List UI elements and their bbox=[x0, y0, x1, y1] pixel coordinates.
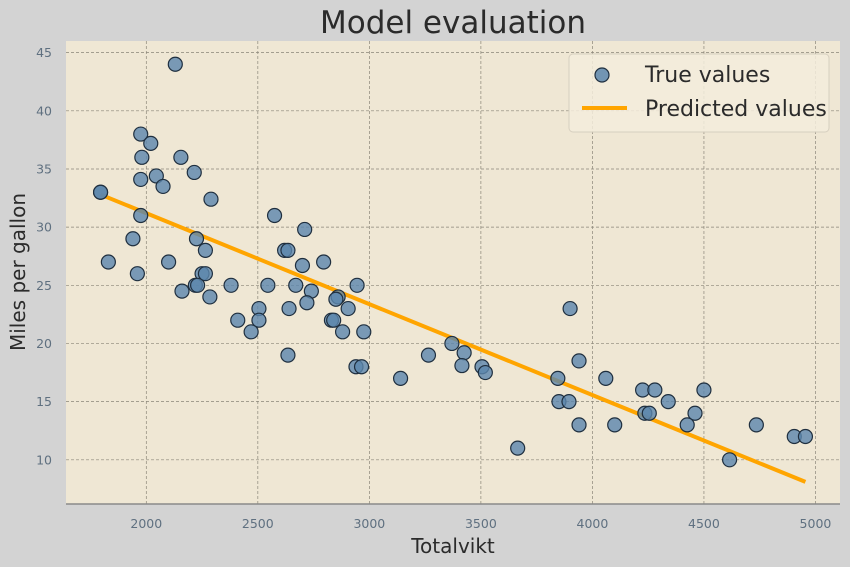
true-value-point bbox=[607, 417, 623, 433]
true-value-point bbox=[155, 178, 171, 195]
x-tick-label: 2000 bbox=[130, 516, 162, 531]
true-value-point bbox=[133, 126, 149, 142]
grid bbox=[66, 41, 840, 504]
true-value-point bbox=[797, 428, 814, 445]
true-value-point bbox=[243, 324, 259, 340]
x-tick-label: 4500 bbox=[688, 516, 720, 531]
true-value-point bbox=[316, 254, 332, 270]
true-value-point bbox=[561, 394, 577, 410]
true-value-point bbox=[280, 347, 296, 363]
true-value-point bbox=[679, 417, 695, 433]
true-value-point bbox=[297, 221, 313, 238]
x-axis-label: Totalvikt bbox=[410, 534, 495, 558]
y-axis-label: Miles per gallon bbox=[6, 193, 30, 351]
true-value-point bbox=[266, 207, 283, 224]
true-value-point bbox=[203, 191, 219, 207]
true-value-point bbox=[280, 242, 296, 258]
true-value-point bbox=[299, 295, 315, 311]
y-tick-label: 45 bbox=[36, 45, 52, 60]
y-tick-label: 10 bbox=[36, 452, 52, 467]
true-value-point bbox=[186, 164, 202, 181]
x-tick-label: 3000 bbox=[353, 516, 385, 531]
true-value-point bbox=[197, 266, 214, 282]
x-tick-label: 2500 bbox=[242, 516, 274, 531]
true-value-point bbox=[134, 149, 150, 165]
true-value-point bbox=[326, 312, 342, 328]
true-value-point bbox=[510, 440, 526, 456]
legend-box bbox=[568, 53, 830, 133]
true-value-point bbox=[281, 300, 297, 317]
true-value-point bbox=[392, 370, 409, 386]
y-tick-label: 15 bbox=[36, 394, 52, 409]
true-value-point bbox=[550, 370, 566, 386]
true-value-point bbox=[230, 312, 246, 328]
y-tick-label: 35 bbox=[36, 161, 52, 176]
chart-title: Model evaluation bbox=[320, 5, 586, 41]
true-value-point bbox=[641, 405, 657, 421]
true-value-point bbox=[340, 300, 356, 317]
true-value-point bbox=[129, 266, 145, 282]
true-value-point bbox=[456, 345, 472, 361]
true-value-point bbox=[328, 291, 344, 307]
x-tick-label: 5000 bbox=[800, 516, 832, 531]
true-value-point bbox=[334, 324, 351, 340]
true-value-point bbox=[288, 277, 304, 293]
true-value-point bbox=[353, 359, 370, 375]
true-value-point bbox=[454, 357, 470, 374]
y-tick-label: 40 bbox=[36, 103, 52, 118]
true-value-point bbox=[444, 335, 460, 352]
y-tick-label: 25 bbox=[36, 278, 52, 293]
x-tick-label: 3500 bbox=[465, 516, 497, 531]
true-value-point bbox=[260, 277, 276, 293]
true-value-point bbox=[143, 135, 159, 151]
legend-label-predicted-values: Predicted values bbox=[645, 97, 827, 122]
true-value-point bbox=[202, 289, 218, 305]
true-value-point bbox=[598, 370, 614, 386]
true-value-point bbox=[420, 347, 437, 363]
true-value-point bbox=[161, 254, 177, 270]
true-value-point bbox=[251, 312, 267, 328]
true-value-point bbox=[562, 300, 578, 317]
true-value-point bbox=[133, 207, 149, 224]
true-value-point bbox=[92, 184, 109, 200]
true-value-point bbox=[125, 231, 141, 247]
true-values-points bbox=[92, 56, 814, 468]
true-value-point bbox=[294, 257, 311, 274]
true-value-point bbox=[223, 277, 239, 293]
x-tick-labels: 2000 2500 3000 3500 4000 4500 5000 bbox=[130, 516, 831, 531]
true-value-point bbox=[748, 417, 764, 433]
true-value-point bbox=[721, 452, 738, 468]
true-value-point bbox=[571, 417, 587, 433]
true-value-point bbox=[190, 277, 206, 293]
true-value-point bbox=[687, 405, 703, 421]
true-value-point bbox=[133, 171, 149, 188]
true-value-point bbox=[571, 353, 587, 369]
true-value-point bbox=[174, 283, 190, 299]
x-tick-label: 4000 bbox=[577, 516, 609, 531]
y-tick-label: 30 bbox=[36, 220, 52, 235]
true-value-point bbox=[696, 382, 712, 398]
true-value-point bbox=[173, 149, 189, 165]
true-value-point bbox=[477, 364, 493, 381]
y-tick-labels: 10 15 20 25 30 35 40 45 bbox=[36, 45, 52, 467]
true-value-point bbox=[188, 231, 205, 247]
y-tick-label: 20 bbox=[36, 336, 52, 351]
legend-label-true-values: True values bbox=[644, 63, 770, 88]
legend-marker-true-values bbox=[594, 67, 610, 83]
true-value-point bbox=[167, 56, 183, 72]
true-value-point bbox=[356, 324, 372, 340]
true-value-point bbox=[349, 277, 365, 293]
true-value-point bbox=[197, 242, 214, 258]
true-value-point bbox=[100, 254, 116, 270]
true-value-point bbox=[647, 382, 663, 398]
legend: True values Predicted values bbox=[568, 53, 830, 133]
true-value-point bbox=[660, 394, 676, 410]
